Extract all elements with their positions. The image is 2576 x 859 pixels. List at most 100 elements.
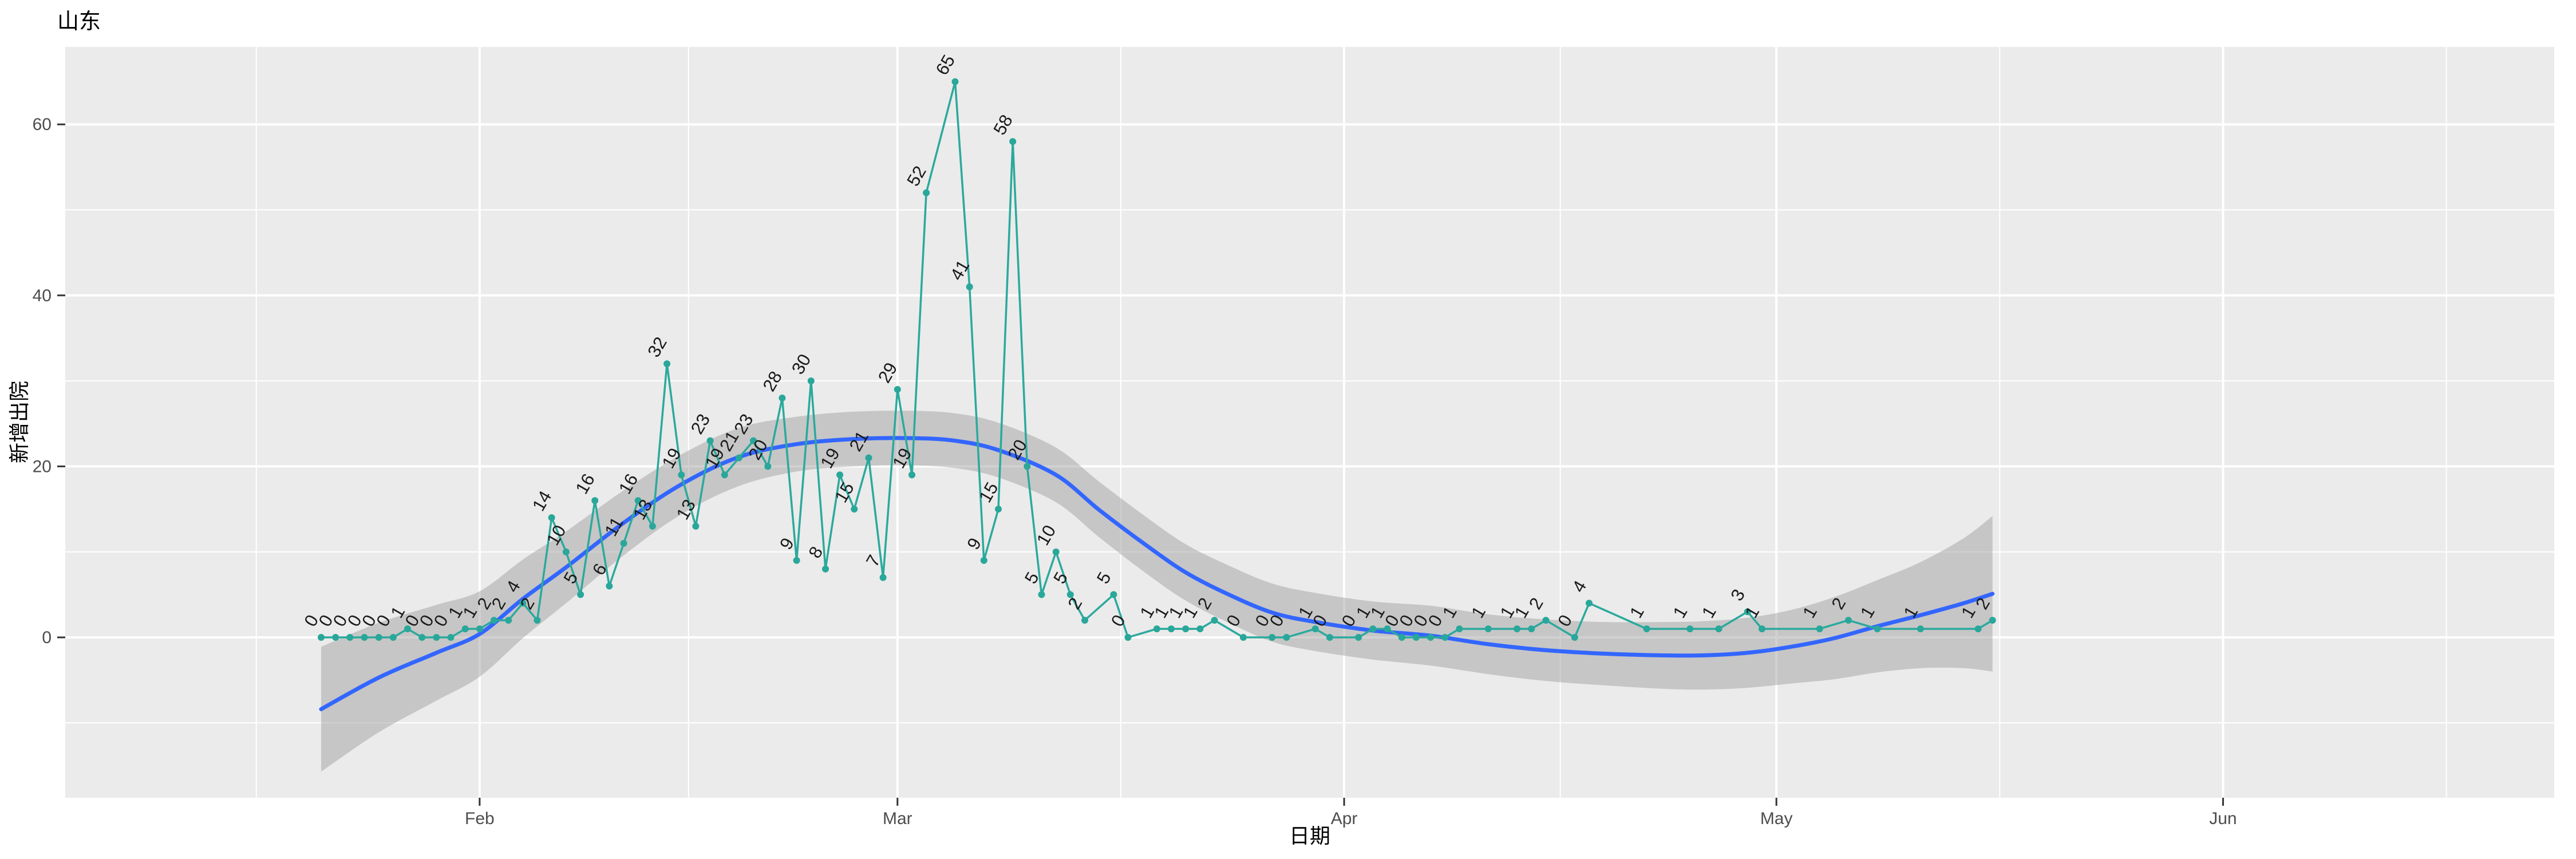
data-point <box>1038 591 1045 598</box>
data-point <box>447 634 455 641</box>
data-point <box>433 634 440 641</box>
data-point <box>879 574 887 581</box>
data-point <box>476 625 483 633</box>
data-point <box>577 591 584 598</box>
data-point <box>375 634 382 641</box>
data-point <box>1427 634 1435 641</box>
data-point <box>1110 591 1117 598</box>
data-point <box>1311 625 1319 633</box>
data-point <box>389 634 397 641</box>
data-point <box>534 617 541 624</box>
data-point <box>1989 617 1996 624</box>
data-point <box>1081 617 1088 624</box>
data-point <box>1052 548 1060 555</box>
data-point <box>1412 634 1420 641</box>
data-point <box>1528 625 1535 633</box>
data-point <box>548 514 555 521</box>
data-point <box>332 634 339 641</box>
data-point <box>1845 617 1852 624</box>
data-point <box>678 471 685 479</box>
data-point <box>1441 634 1449 641</box>
data-point <box>505 617 512 624</box>
data-point <box>606 582 613 590</box>
x-tick-label: Jun <box>2209 809 2237 828</box>
data-point <box>836 471 844 479</box>
data-point <box>1643 625 1650 633</box>
data-point <box>1168 625 1175 633</box>
data-point <box>923 189 930 196</box>
data-point <box>1542 617 1550 624</box>
data-point <box>908 471 915 479</box>
data-point <box>764 463 772 470</box>
data-point <box>591 497 599 505</box>
data-point <box>1874 625 1881 633</box>
data-point <box>851 506 858 513</box>
data-point <box>318 634 325 641</box>
data-point <box>1211 617 1218 624</box>
data-point <box>1124 634 1132 641</box>
smooth-trend-line <box>319 436 1995 711</box>
data-point <box>1816 625 1823 633</box>
data-point <box>779 395 786 401</box>
data-point <box>1009 138 1017 145</box>
data-point <box>706 437 714 444</box>
data-point <box>1066 591 1074 598</box>
data-point <box>1269 634 1276 641</box>
data-point <box>1398 634 1405 641</box>
data-point <box>1369 625 1377 633</box>
data-point <box>1586 600 1593 607</box>
data-point <box>649 522 656 530</box>
data-point <box>692 522 700 530</box>
data-point <box>966 283 973 290</box>
y-axis-title: 新增出院 <box>7 381 31 463</box>
data-point <box>404 625 411 633</box>
smooth-confidence-ribbon <box>321 411 1993 772</box>
data-point <box>562 548 570 555</box>
x-tick-label: Apr <box>1331 809 1358 828</box>
data-point <box>663 360 671 368</box>
data-point <box>519 600 527 607</box>
data-point <box>1456 625 1463 633</box>
x-tick-label: Feb <box>465 809 495 828</box>
y-tick-label: 0 <box>42 628 52 647</box>
data-point <box>361 634 368 641</box>
data-point <box>620 539 627 547</box>
data-point <box>491 617 497 624</box>
data-point <box>1326 634 1333 641</box>
data-point <box>995 506 1002 513</box>
data-point <box>1759 625 1765 633</box>
plot-title: 山东 <box>57 10 101 34</box>
data-point <box>346 634 354 641</box>
data-point <box>822 565 829 573</box>
y-tick-label: 60 <box>33 115 52 134</box>
data-point <box>1686 625 1694 633</box>
data-point <box>1355 634 1362 641</box>
data-point <box>721 471 728 479</box>
data-point <box>865 454 872 462</box>
data-point <box>1283 634 1290 641</box>
x-tick-label: May <box>1760 809 1793 828</box>
data-point <box>634 497 642 505</box>
data-point <box>793 557 800 564</box>
data-point <box>1715 625 1722 633</box>
data-point <box>735 454 742 462</box>
data-point <box>1571 634 1578 641</box>
data-point <box>461 625 469 633</box>
x-axis-title: 日期 <box>1289 824 1330 848</box>
data-point <box>894 386 901 393</box>
data-point <box>1484 625 1492 633</box>
data-point <box>951 78 959 85</box>
data-point <box>1239 634 1247 641</box>
data-point <box>418 634 426 641</box>
y-tick-label: 20 <box>33 457 52 476</box>
data-point <box>980 557 987 564</box>
data-point <box>1744 608 1751 616</box>
data-point <box>1384 625 1391 633</box>
data-point <box>1024 463 1031 470</box>
x-tick-label: Mar <box>883 809 912 828</box>
data-point <box>1917 625 1924 633</box>
data-point <box>807 377 815 385</box>
data-point <box>1974 625 1982 633</box>
